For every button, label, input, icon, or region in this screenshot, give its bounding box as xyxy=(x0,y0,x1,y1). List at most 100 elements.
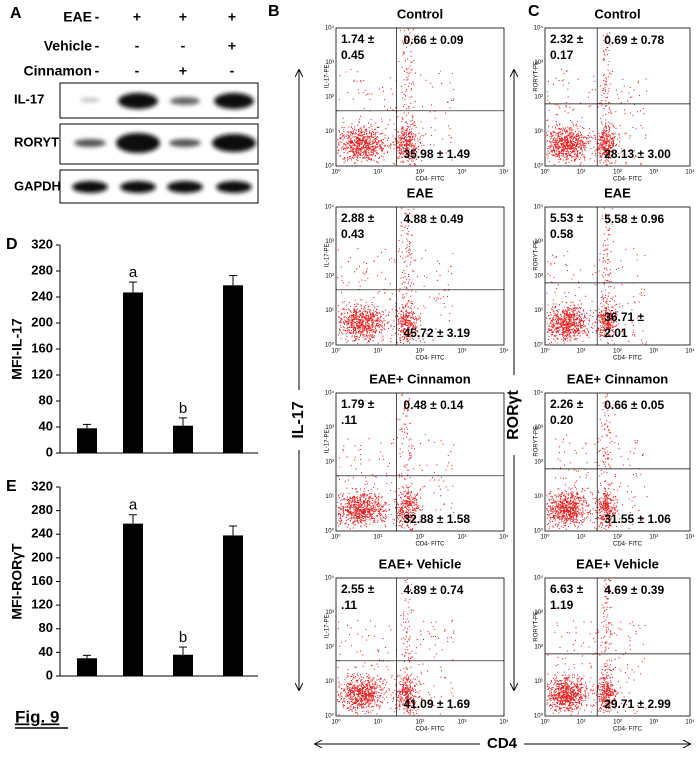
y-axis-label: RORYT-PE xyxy=(534,61,540,92)
y-tick-label: 10¹ xyxy=(325,308,334,314)
bar xyxy=(223,285,243,453)
bar xyxy=(77,658,97,676)
y-tick-label: 10⁴ xyxy=(325,575,335,582)
band-label: IL-17 xyxy=(14,91,44,106)
blot xyxy=(59,82,259,204)
side-label: RORγt xyxy=(505,389,522,439)
quadrant-value: 31.55 ± 1.06 xyxy=(604,512,671,526)
x-tick-label: 10³ xyxy=(649,170,658,176)
y-axis-label: IL-17-PE xyxy=(325,64,331,88)
x-axis-label: CD4- FITC xyxy=(613,356,643,362)
x-axis-label: CD4- FITC xyxy=(613,542,643,548)
y-tick-label: 10¹ xyxy=(534,129,543,135)
x-axis-label: CD4- FITC xyxy=(416,356,446,362)
dot-cloud xyxy=(337,207,454,345)
y-tick-label: 200 xyxy=(31,314,53,329)
x-tick-label: 10³ xyxy=(649,720,658,726)
sign: - xyxy=(135,63,140,79)
quadrant-value: 41.09 ± 1.69 xyxy=(403,697,470,711)
panel-label: D xyxy=(6,236,18,253)
quadrant-value: 6.63 ± xyxy=(550,582,584,596)
y-tick-label: 10³ xyxy=(534,425,543,431)
y-tick-label: 10⁰ xyxy=(534,713,544,720)
y-tick-label: 10³ xyxy=(325,239,334,245)
y-tick-label: 10⁴ xyxy=(534,575,544,582)
y-axis-label: RORYT-PE xyxy=(534,611,540,642)
y-tick-label: 10¹ xyxy=(325,129,334,135)
y-tick-label: 160 xyxy=(31,340,53,355)
y-tick-label: 280 xyxy=(31,502,53,517)
y-tick-label: 10³ xyxy=(534,60,543,66)
y-tick-label: 10² xyxy=(325,460,334,466)
quadrant-value: 2.32 ± xyxy=(550,32,584,46)
x-tick-label: 10¹ xyxy=(577,349,586,355)
dot-cloud xyxy=(546,393,648,531)
quadrant-value: 1.74 ± xyxy=(341,32,375,46)
plot-frame xyxy=(335,206,505,346)
y-axis-label: RORYT-PE xyxy=(534,240,540,271)
x-tick-label: 10² xyxy=(416,170,425,176)
x-tick-label: 10⁰ xyxy=(540,169,550,176)
panel-label: E xyxy=(6,478,17,495)
x-tick-label: 10¹ xyxy=(374,170,383,176)
y-tick-label: 160 xyxy=(31,573,53,588)
x-tick-label: 10¹ xyxy=(374,349,383,355)
bar xyxy=(173,425,193,453)
y-tick-label: 240 xyxy=(31,288,53,303)
plot-title: Control xyxy=(397,6,443,21)
plot-title: EAE+ Cinnamon xyxy=(567,371,669,386)
y-axis-label: IL-17-PE xyxy=(325,614,331,638)
sign: - xyxy=(135,38,140,54)
sign: - xyxy=(95,38,100,54)
y-tick-label: 320 xyxy=(31,236,53,251)
panel-label: A xyxy=(10,5,22,22)
y-tick-label: 10⁰ xyxy=(325,713,335,720)
x-tick-label: 10⁰ xyxy=(331,348,341,355)
quadrant-value: 4.88 ± 0.49 xyxy=(403,212,463,226)
panel-label: B xyxy=(268,3,280,20)
plot-frame xyxy=(544,392,691,532)
label-backdrop xyxy=(504,375,524,455)
quadrant-value: 0.17 xyxy=(550,48,574,62)
quadrant-value: 0.66 ± 0.05 xyxy=(604,398,664,412)
x-tick-label: 10⁴ xyxy=(499,719,509,726)
quadrant-value: 0.58 xyxy=(550,227,574,241)
y-axis-label: RORYT-PE xyxy=(534,426,540,457)
x-tick-label: 10² xyxy=(613,535,622,541)
x-tick-label: 10⁴ xyxy=(685,534,695,541)
x-axis-label: CD4- FITC xyxy=(416,727,446,733)
x-tick-label: 10¹ xyxy=(374,720,383,726)
plot-title: EAE+ Cinnamon xyxy=(369,371,471,386)
quadrant-value: 32.88 ± 1.58 xyxy=(403,512,470,526)
sign: - xyxy=(95,9,100,25)
y-tick-label: 10⁰ xyxy=(534,163,544,170)
x-tick-label: 10⁰ xyxy=(540,719,550,726)
bar xyxy=(223,535,243,676)
band-label: GAPDH xyxy=(14,178,61,193)
sign: + xyxy=(228,38,236,54)
y-tick-label: 10³ xyxy=(325,425,334,431)
x-tick-label: 10⁰ xyxy=(540,348,550,355)
row-label: Cinnamon xyxy=(24,63,92,79)
side-label: IL-17 xyxy=(290,401,307,438)
plot-frame xyxy=(335,392,505,532)
y-tick-label: 80 xyxy=(39,620,53,635)
bar xyxy=(123,292,143,453)
y-tick-label: 10⁴ xyxy=(325,25,335,32)
quadrant-value: 28.13 ± 3.00 xyxy=(604,147,671,161)
x-tick-label: 10⁴ xyxy=(499,534,509,541)
y-axis-label: IL-17-PE xyxy=(325,243,331,267)
sign: + xyxy=(179,63,187,79)
x-axis-label: CD4- FITC xyxy=(613,177,643,183)
band-label: RORYT xyxy=(14,134,59,149)
y-tick-label: 10⁴ xyxy=(325,390,335,397)
plot-title: EAE xyxy=(407,185,434,200)
y-tick-label: 120 xyxy=(31,366,53,381)
quadrant-value: 2.01 xyxy=(604,326,628,340)
y-tick-label: 10² xyxy=(534,645,543,651)
x-tick-label: 10³ xyxy=(649,535,658,541)
x-tick-label: 10⁴ xyxy=(499,348,509,355)
quadrant-value: 0.66 ± 0.09 xyxy=(403,33,463,47)
x-tick-label: 10² xyxy=(613,720,622,726)
